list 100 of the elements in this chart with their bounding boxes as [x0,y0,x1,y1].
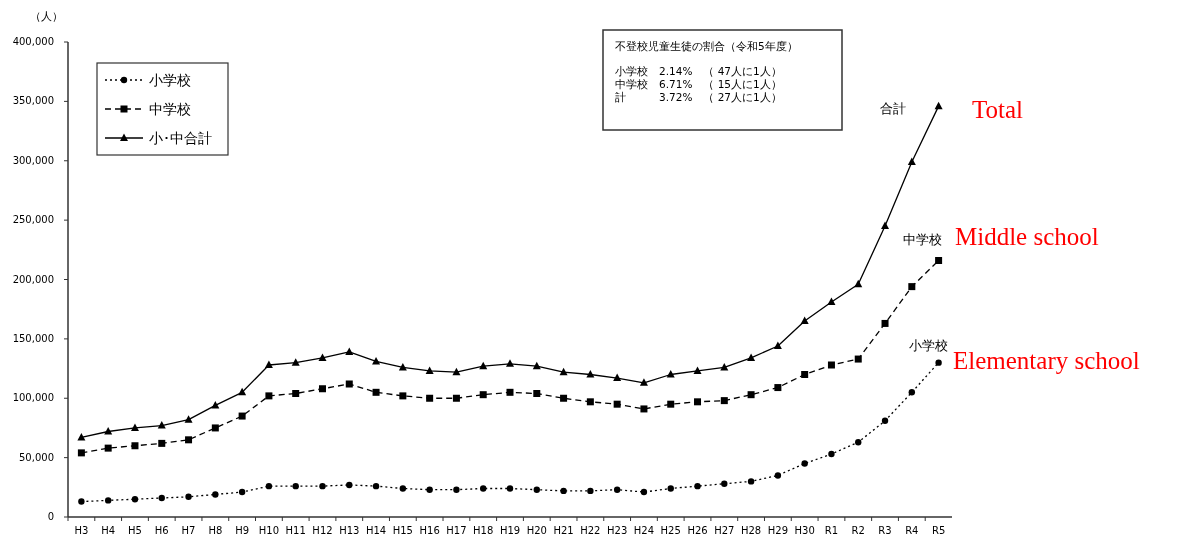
point [292,482,299,490]
point [184,415,193,423]
point [77,449,85,457]
x-tick-label: H29 [767,525,788,536]
point [238,412,246,420]
point [158,439,166,447]
point [506,388,514,396]
x-tick-label: R1 [824,525,839,536]
point [506,359,514,367]
legend-label: 小学校 [149,72,191,88]
point [881,319,889,327]
point [453,486,460,493]
point [185,493,192,501]
x-tick-label: R2 [851,525,865,536]
point [130,423,139,431]
point [559,367,568,376]
point [211,424,219,432]
point [479,391,487,399]
point [800,316,809,325]
y-axis-title: （人） [30,10,63,23]
point [506,485,514,492]
point [452,367,461,376]
point [532,361,541,370]
text: Middle school [955,223,1099,250]
point [747,353,756,361]
point [720,397,728,405]
legend-label: 中学校 [149,101,191,117]
point [774,472,782,479]
y-tick-label: 300,000 [12,154,54,166]
point [586,370,595,378]
x-tick-label: H3 [74,525,89,536]
point [425,366,434,374]
point [345,380,353,388]
x-tick-label: H10 [258,525,280,536]
point [827,297,836,306]
point [773,341,782,349]
point [399,485,407,492]
point [131,442,139,450]
point [264,360,273,368]
x-tick-label: H28 [740,525,762,536]
y-tick-label: 0 [47,511,54,522]
x-tick-label: H24 [633,525,655,536]
x-tick-label: H9 [235,525,250,536]
point [452,394,460,402]
x-tick-label: R3 [878,525,892,536]
point [828,450,835,458]
point [291,358,300,366]
y-tick-label: 150,000 [12,332,54,344]
y-tick-label: 100,000 [12,392,54,404]
point [292,390,300,397]
point [104,444,112,452]
point [533,390,541,397]
text: Elementary school [953,347,1140,374]
point [131,495,139,503]
x-tick-label: H26 [687,525,708,536]
point [265,392,273,400]
point [586,398,594,406]
annotation: 小学校 [909,338,948,353]
point [613,400,621,408]
point [640,488,648,496]
point [935,359,942,366]
x-tick-label: H7 [181,525,196,536]
x-tick-label: H21 [553,525,574,536]
point [346,481,353,489]
point [319,482,326,490]
point [104,497,112,504]
point [613,373,622,382]
point [881,417,889,425]
point [613,486,621,493]
x-tick-label: H17 [446,525,467,536]
x-tick-label: H5 [128,525,142,536]
point [533,486,540,493]
legend-label: 小･中合計 [149,130,212,146]
x-tick-label: H23 [607,525,628,536]
x-tick-label: H20 [526,525,547,536]
point [667,485,674,492]
point [934,101,943,110]
point [212,491,219,498]
x-tick-label: H25 [660,525,681,536]
point [667,400,675,408]
point [908,389,916,396]
point [318,353,327,361]
point [854,355,862,363]
point [78,498,85,505]
x-tick-label: H12 [312,525,333,536]
x-tick-label: H18 [473,525,494,536]
point [345,347,354,355]
point [721,480,728,487]
annotation: 中学校 6.71% （ 15人に1人） [615,78,782,90]
point [399,392,407,400]
point [480,485,487,492]
y-tick-label: 250,000 [12,214,54,226]
point [881,221,890,230]
x-tick-label: H6 [154,525,169,536]
x-tick-label: H22 [580,525,601,536]
y-tick-label: 200,000 [12,273,54,285]
point [560,487,567,495]
annotation: 小学校 2.14% （ 47人に1人） [615,65,782,77]
point [935,257,943,264]
point [238,387,247,396]
